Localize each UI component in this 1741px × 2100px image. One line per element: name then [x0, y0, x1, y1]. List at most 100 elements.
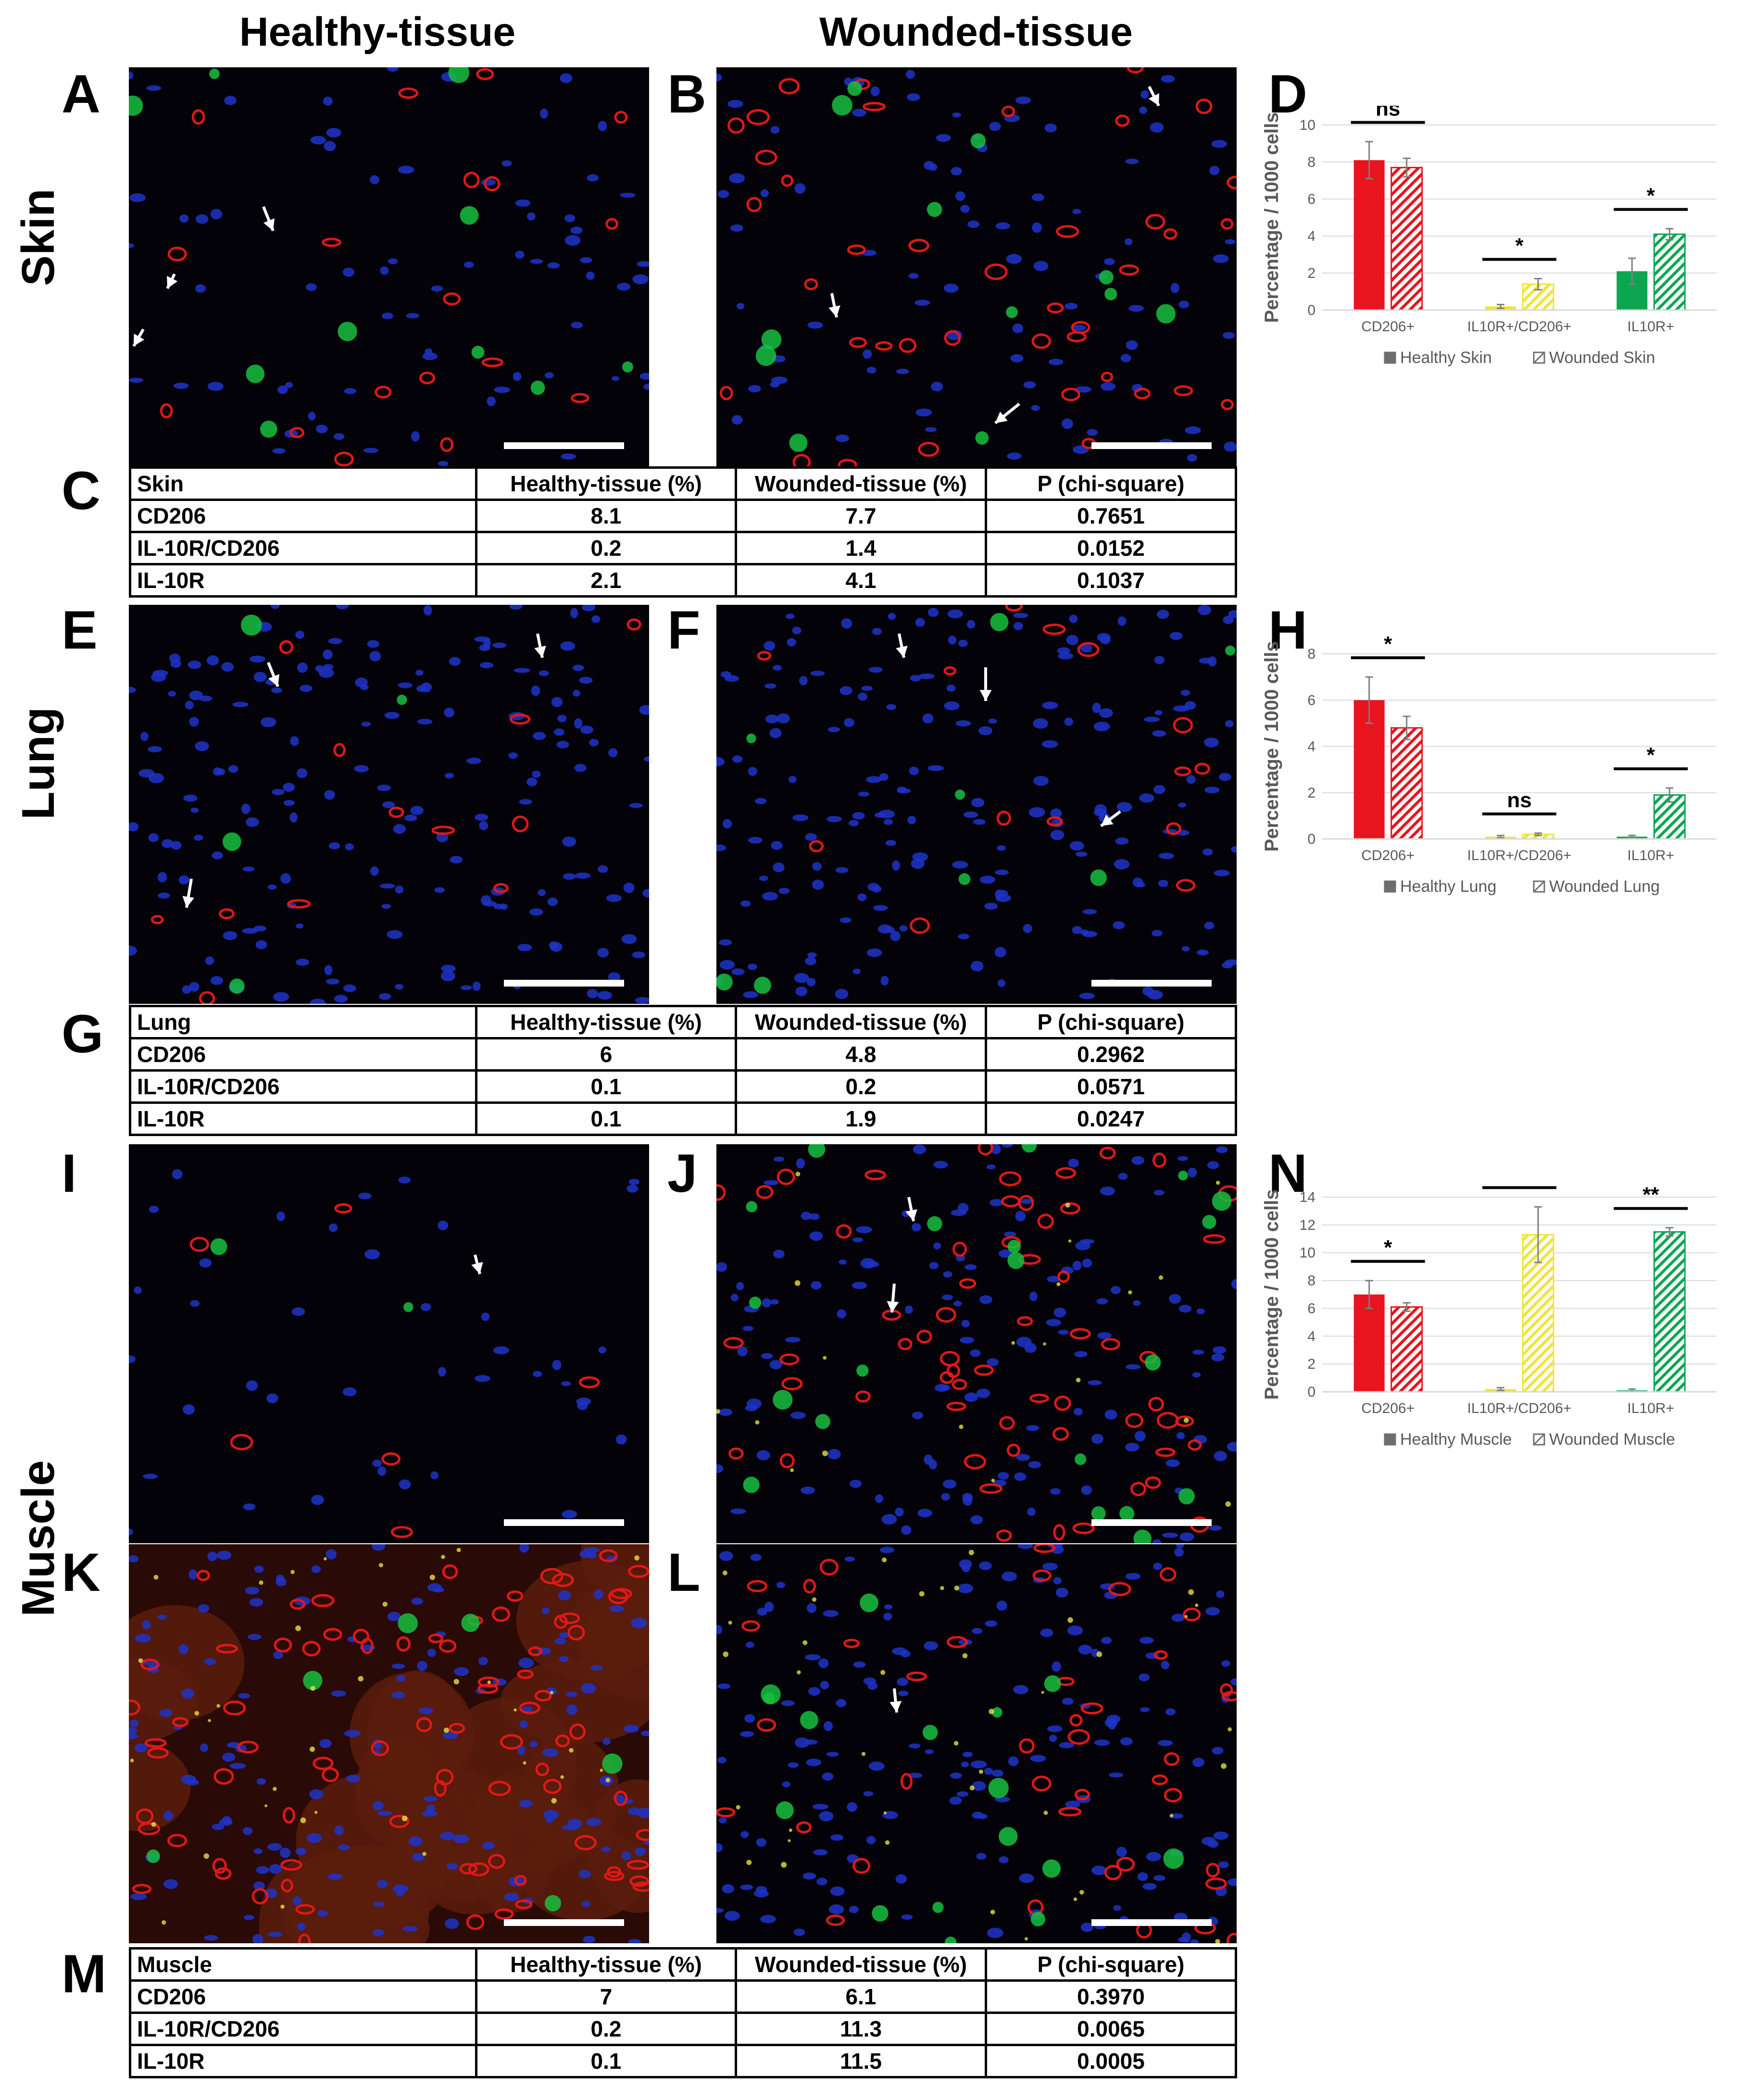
- bar-chart: 0 2 4 6 8 10 Percentage / 1000 cells ns CD206+ * I…: [1261, 97, 1716, 367]
- table-cell: CD206: [129, 1979, 477, 2014]
- table-cell: IL-10R: [129, 563, 477, 598]
- column-header-healthy: Healthy-tissue: [239, 9, 516, 54]
- table-cell: 0.1037: [985, 563, 1237, 598]
- error-bar: [1365, 141, 1373, 180]
- error-bar: [1666, 228, 1674, 241]
- chart-muscle: 0 2 4 6 8 10 12 14 Percentage / 1000 cells * CD206…: [1250, 1162, 1731, 1476]
- table-cell: 6: [475, 1037, 737, 1072]
- micrograph-muscle-wounded: [716, 1144, 1237, 1543]
- panel-label-e: E: [62, 600, 98, 660]
- y-tick-label: 12: [1300, 1217, 1315, 1233]
- y-tick-label: 2: [1307, 1356, 1315, 1372]
- y-tick-label: 6: [1307, 692, 1315, 708]
- x-tick-label: IL10R+: [1628, 848, 1675, 863]
- table-cell: 11.5: [735, 2044, 987, 2078]
- table-cell: 0.0571: [985, 1069, 1237, 1104]
- table-cell: IL-10R/CD206: [129, 1069, 477, 1104]
- table-header-cell: Muscle: [129, 1947, 477, 1982]
- table-cell: 6.1: [735, 1979, 987, 2014]
- x-tick-label: CD206+: [1361, 848, 1415, 863]
- legend-label: Wounded Skin: [1549, 349, 1655, 367]
- micrograph-lung-wounded: [716, 605, 1237, 1004]
- x-tick-label: IL10R+: [1628, 319, 1675, 335]
- table-cell: 0.1: [475, 1069, 737, 1104]
- error-bar: [1365, 1280, 1373, 1309]
- y-axis-label: Percentage / 1000 cells: [1261, 1189, 1282, 1400]
- panel-label-j: J: [667, 1143, 698, 1203]
- table-row: CD206 6 4.8 0.2962: [129, 1037, 1237, 1072]
- y-tick-label: 4: [1307, 228, 1315, 244]
- bar: [1653, 233, 1686, 311]
- table-cell: 7: [475, 1979, 737, 2014]
- error-bar: [1666, 1227, 1674, 1237]
- bar: [1390, 1306, 1423, 1393]
- x-tick-label: CD206+: [1361, 319, 1415, 335]
- table-header-cell: P (chi-square): [985, 1947, 1237, 1982]
- table-cell: 0.3970: [985, 1979, 1237, 2014]
- bar: [1390, 167, 1423, 311]
- row-label-lung: Lung: [13, 707, 64, 820]
- y-tick-label: 2: [1307, 265, 1315, 281]
- table-row: IL-10R 2.1 4.1 0.1037: [129, 563, 1237, 598]
- panel-label-f: F: [667, 600, 701, 660]
- table-cell: 0.2: [735, 1069, 987, 1104]
- table-skin: Skin Healthy-tissue (%) Wounded-tissue (%)…: [129, 466, 1237, 598]
- table-cell: 1.9: [735, 1101, 987, 1136]
- table-header-cell: Healthy-tissue (%): [475, 1005, 737, 1039]
- table-cell: 0.2962: [985, 1037, 1237, 1072]
- table-header-cell: Healthy-tissue (%): [475, 466, 737, 501]
- error-bar: [1666, 787, 1674, 803]
- significance-label: ns: [1507, 788, 1531, 812]
- table-row: IL-10R/CD206 0.2 1.4 0.0152: [129, 531, 1237, 565]
- table-cell: CD206: [129, 499, 477, 533]
- panel-label-g: G: [62, 1004, 104, 1064]
- micrograph-muscle-wounded-2: [716, 1544, 1237, 1943]
- y-tick-label: 0: [1307, 831, 1315, 847]
- row-label-muscle: Muscle: [13, 1460, 64, 1617]
- significance-label: *: [1647, 743, 1655, 767]
- legend-swatch: [1384, 351, 1396, 364]
- bar: [1653, 1231, 1686, 1393]
- legend-label: Wounded Lung: [1549, 877, 1660, 896]
- significance-label: *: [1515, 234, 1524, 258]
- table-cell: 0.2: [475, 531, 737, 565]
- legend-label: Healthy Lung: [1400, 877, 1496, 896]
- table-cell: 0.1: [475, 1101, 737, 1136]
- table-row: CD206 7 6.1 0.3970: [129, 1979, 1237, 2014]
- x-tick-label: CD206+: [1361, 1400, 1415, 1416]
- table-header-cell: Wounded-tissue (%): [735, 1947, 987, 1982]
- table-cell: IL-10R: [129, 2044, 477, 2078]
- significance-label: *: [1384, 1236, 1392, 1260]
- error-bar: [1534, 832, 1542, 837]
- micrograph-muscle-healthy: [129, 1144, 649, 1543]
- table-header-cell: Lung: [129, 1005, 477, 1039]
- significance-label: ns: [1376, 106, 1400, 121]
- y-tick-label: 8: [1307, 1273, 1315, 1289]
- bar-chart: 0 2 4 6 8 10 12 14 Percentage / 1000 cells * CD206…: [1261, 1162, 1716, 1449]
- y-tick-label: 8: [1307, 154, 1315, 170]
- table-row: IL-10R 0.1 11.5 0.0005: [129, 2044, 1237, 2078]
- table-header-cell: P (chi-square): [985, 466, 1237, 501]
- table-cell: 4.8: [735, 1037, 987, 1072]
- table-cell: IL-10R/CD206: [129, 531, 477, 565]
- error-bar: [1365, 676, 1373, 724]
- micrograph-skin-wounded: [716, 67, 1237, 466]
- table-header-cell: Wounded-tissue (%): [735, 1005, 987, 1039]
- panel-label-k: K: [62, 1542, 100, 1602]
- table-cell: 0.0065: [985, 2012, 1237, 2046]
- table-cell: IL-10R: [129, 1101, 477, 1136]
- table-header-row: Lung Healthy-tissue (%) Wounded-tissue (%)…: [129, 1005, 1237, 1039]
- panel-label-a: A: [62, 64, 100, 124]
- x-tick-label: IL10R+/CD206+: [1467, 848, 1572, 863]
- y-tick-label: 10: [1300, 117, 1315, 133]
- y-axis-label: Percentage / 1000 cells: [1261, 112, 1282, 323]
- panel-label-d: D: [1268, 64, 1307, 124]
- table-cell: 7.7: [735, 499, 987, 533]
- error-bar: [1497, 835, 1504, 839]
- y-tick-label: 4: [1307, 1328, 1315, 1344]
- y-tick-label: 0: [1307, 302, 1315, 318]
- micrograph-skin-healthy: [129, 67, 649, 466]
- bar: [1390, 727, 1423, 840]
- legend-label: Healthy Muscle: [1400, 1430, 1512, 1449]
- panel-label-n: N: [1268, 1143, 1307, 1203]
